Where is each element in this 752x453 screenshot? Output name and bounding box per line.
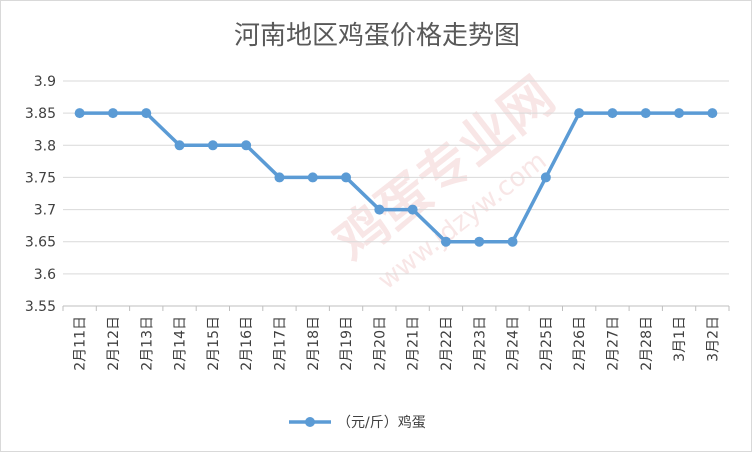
y-tick-label: 3.55 (25, 299, 56, 315)
y-tick-label: 3.85 (25, 106, 56, 122)
x-tick-label: 3月2日 (705, 316, 721, 362)
data-point (341, 172, 352, 183)
watermark: 鸡蛋专业网 www.jdzyw.com (324, 66, 566, 296)
y-axis: 3.55 3.6 3.65 3.7 3.75 3.8 3.85 3.9 (25, 74, 56, 315)
legend-marker (305, 417, 315, 427)
data-point (241, 140, 252, 151)
data-point (307, 172, 318, 183)
x-tick-label: 2月12日 (106, 316, 122, 371)
x-tick-label: 2月24日 (506, 316, 522, 371)
x-tick-label: 2月18日 (306, 316, 322, 371)
data-point (407, 204, 418, 215)
legend-label: （元/斤）鸡蛋 (337, 414, 426, 431)
data-point (607, 108, 618, 119)
x-tick-label: 2月20日 (372, 316, 388, 371)
x-tick-label: 2月22日 (439, 316, 455, 371)
x-tick-label: 2月27日 (605, 316, 621, 371)
chart-title: 河南地区鸡蛋价格走势图 (234, 21, 520, 51)
x-tick-label: 2月16日 (239, 316, 255, 371)
data-point (74, 108, 85, 119)
x-tick-label: 2月19日 (339, 316, 355, 371)
x-tick-label: 2月26日 (572, 316, 588, 371)
y-tick-label: 3.8 (34, 138, 56, 154)
x-tick-label: 2月23日 (472, 316, 488, 371)
data-point (374, 204, 385, 215)
y-tick-label: 3.7 (34, 203, 56, 219)
x-tick-label: 2月28日 (639, 316, 655, 371)
legend: （元/斤）鸡蛋 (289, 414, 426, 431)
x-tick-label: 2月13日 (139, 316, 155, 371)
data-point (440, 236, 451, 247)
data-point (574, 108, 585, 119)
y-tick-label: 3.75 (25, 170, 56, 186)
data-point (674, 108, 685, 119)
data-point (540, 172, 551, 183)
y-tick-label: 3.9 (34, 74, 56, 90)
y-tick-label: 3.6 (34, 267, 56, 283)
data-point (141, 108, 152, 119)
x-tick-label: 2月21日 (406, 316, 422, 371)
data-point (174, 140, 185, 151)
data-point (274, 172, 285, 183)
data-point (707, 108, 718, 119)
y-tick-label: 3.65 (25, 235, 56, 251)
x-tick-label: 2月15日 (206, 316, 222, 371)
data-point (507, 236, 518, 247)
data-point (207, 140, 218, 151)
data-point (640, 108, 651, 119)
data-point (474, 236, 485, 247)
x-tick-label: 2月25日 (539, 316, 555, 371)
x-tick-label: 2月17日 (272, 316, 288, 371)
series-layer (74, 108, 718, 247)
x-axis: 2月11日 2月12日 2月13日 2月14日 2月15日 2月16日 2月17日 2月18日… (62, 306, 730, 371)
x-tick-label: 2月14日 (173, 316, 189, 371)
series-line (79, 111, 713, 244)
data-point (107, 108, 118, 119)
x-tick-label: 2月11日 (73, 316, 89, 371)
x-tick-label: 3月1日 (672, 316, 688, 362)
